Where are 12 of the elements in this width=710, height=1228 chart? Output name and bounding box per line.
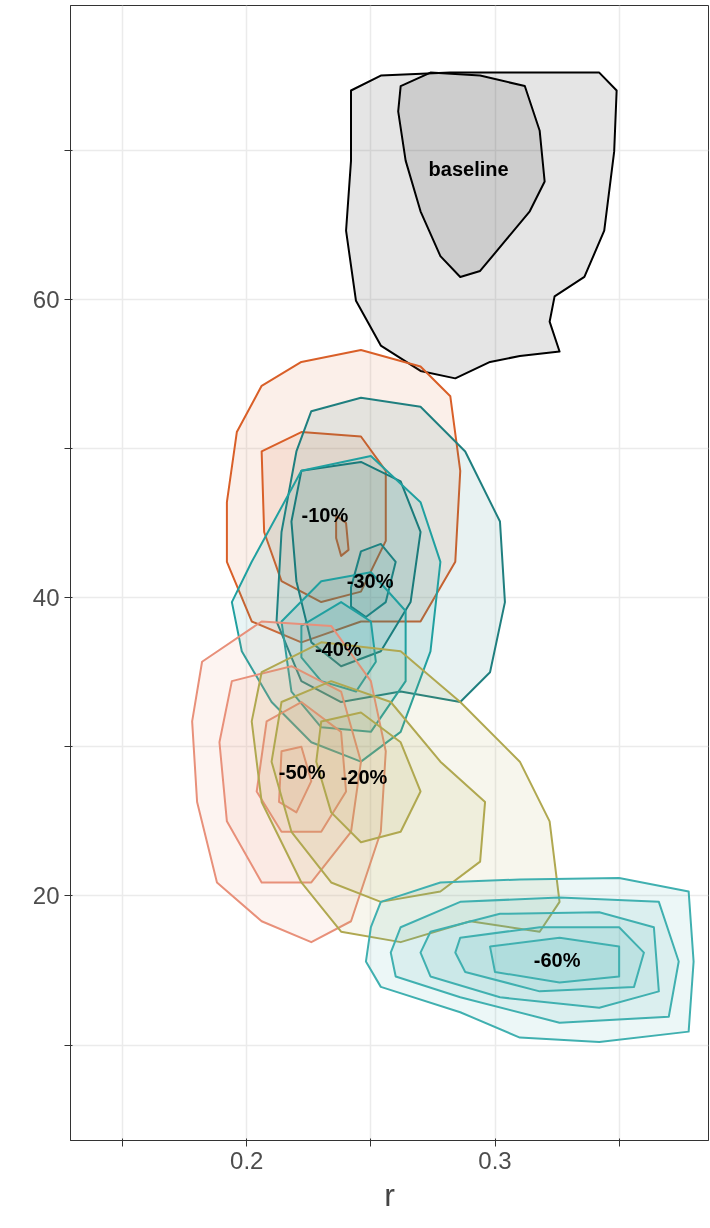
y-tick-label: 60 — [32, 285, 60, 313]
series-label: -10% — [301, 504, 349, 527]
series-label: -50% — [278, 760, 326, 783]
y-tick-label: 40 — [32, 584, 60, 612]
series-label: -40% — [314, 637, 362, 660]
y-tick-label: 20 — [32, 882, 60, 910]
series-label: -60% — [533, 949, 581, 972]
series-label: baseline — [428, 158, 509, 181]
x-axis-title: r — [384, 1176, 396, 1213]
series-label: -20% — [340, 765, 388, 788]
x-tick-label: 0.3 — [478, 1146, 512, 1174]
x-tick-label: 0.2 — [230, 1146, 264, 1174]
